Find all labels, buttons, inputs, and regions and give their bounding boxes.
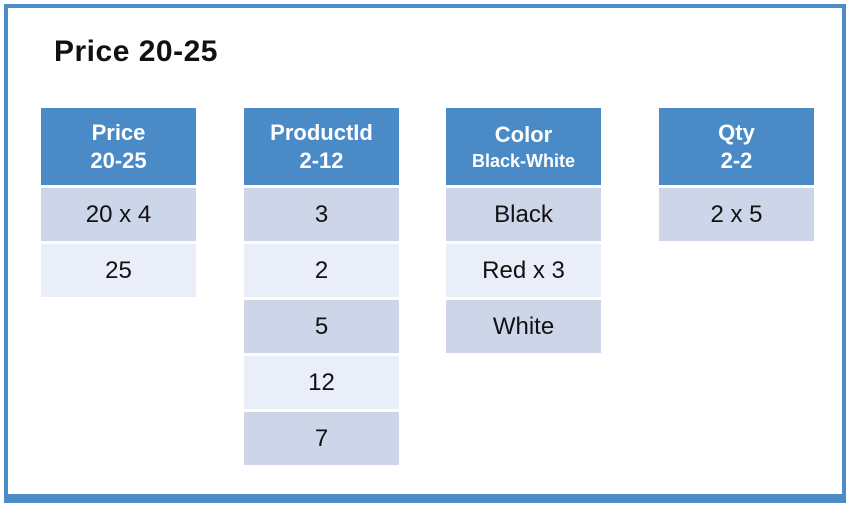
facet-table-productid: ProductId 2-12 3 2 5 12 7 [244, 108, 399, 465]
facet-header-qty: Qty 2-2 [659, 108, 814, 185]
table-row: 5 [244, 300, 399, 353]
facet-header-range: Black-White [471, 150, 576, 171]
slide-frame: Price 20-25 Price 20-25 20 x 4 25 Produc… [4, 4, 846, 503]
table-row: Red x 3 [446, 244, 601, 297]
table-row: 2 x 5 [659, 188, 814, 241]
facet-header-price: Price 20-25 [41, 108, 196, 185]
facet-header-name: ProductId [270, 119, 373, 145]
facet-header-range: 2-2 [720, 147, 753, 173]
facet-header-range: 20-25 [90, 147, 147, 173]
facet-table-qty: Qty 2-2 2 x 5 [659, 108, 814, 241]
table-row: Black [446, 188, 601, 241]
table-row: 20 x 4 [41, 188, 196, 241]
facet-header-color: Color Black-White [446, 108, 601, 185]
table-row: White [446, 300, 601, 353]
page-title: Price 20-25 [54, 35, 218, 68]
facet-header-name: Qty [718, 119, 755, 145]
facet-header-range: 2-12 [299, 147, 344, 173]
facet-table-price: Price 20-25 20 x 4 25 [41, 108, 196, 297]
facet-header-name: Price [91, 119, 146, 145]
table-row: 2 [244, 244, 399, 297]
facet-table-color: Color Black-White Black Red x 3 White [446, 108, 601, 353]
table-row: 7 [244, 412, 399, 465]
table-row: 25 [41, 244, 196, 297]
facet-header-name: Color [494, 121, 553, 147]
table-row: 3 [244, 188, 399, 241]
facet-header-productid: ProductId 2-12 [244, 108, 399, 185]
table-row: 12 [244, 356, 399, 409]
